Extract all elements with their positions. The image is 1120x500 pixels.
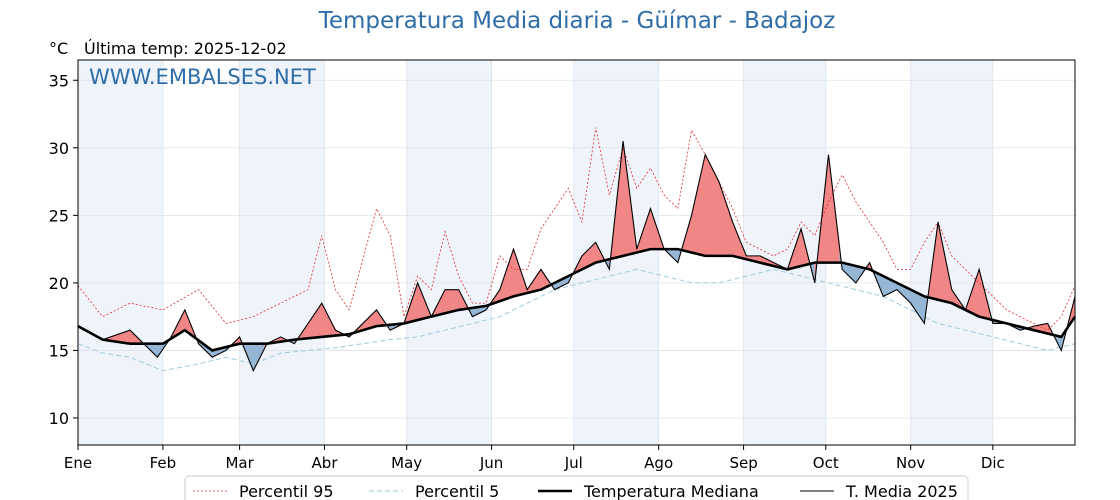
above-median-fill [609,141,665,270]
x-tick-label: Sep [729,454,757,472]
x-tick-label: Nov [896,454,925,472]
last-temp-label: Última temp: 2025-12-02 [84,39,287,58]
y-tick-label: 25 [49,206,69,225]
x-tick-label: Oct [813,454,839,472]
x-tick-label: Jun [479,454,503,472]
p95-line [77,127,1076,331]
chart-title: Temperatura Media diaria - Güímar - Bada… [318,8,836,34]
legend-label: Percentil 5 [415,482,499,500]
plot-frame [77,59,1076,446]
legend: Percentil 95 Percentil 5 Temperatura Media… [184,475,969,500]
x-tick-label: Jul [564,454,583,472]
legend-label: Temperatura Mediana [583,482,759,500]
above-median-fill [401,282,467,325]
y-unit-label: °C [49,39,69,58]
grid-lines [77,60,1075,445]
legend-box [184,475,969,500]
month-band [406,60,492,445]
below-median-fill [466,304,489,317]
month-band [910,60,993,445]
below-median-fill [839,246,865,283]
anomaly-fills [78,141,1075,371]
median-line [77,247,1077,352]
below-median-fill [242,343,265,371]
above-median-fill [297,303,344,340]
x-tick-label: Abr [312,454,339,472]
x-tick-label: Ene [64,454,92,472]
series-lines [77,127,1077,373]
watermark: WWW.EMBALSES.NET [89,65,316,89]
above-median-fill [78,326,144,344]
y-tick-label: 35 [49,71,69,90]
current-year-line [77,140,1076,373]
y-tick-label: 15 [49,341,69,360]
x-axis-ticks: Ene Feb Mar Abr May Jun Jul Ago Sep Oct Nov Dic [64,445,1005,472]
x-tick-label: Feb [150,454,177,472]
month-band [743,60,826,445]
x-tick-label: Ago [644,454,673,472]
legend-label: T. Media 2025 [845,482,958,500]
month-band [78,60,163,445]
above-median-fill [168,309,196,341]
month-band [239,60,325,445]
y-tick-label: 30 [49,139,69,158]
y-tick-label: 20 [49,274,69,293]
above-median-fill [351,309,385,335]
above-median-fill [814,154,840,283]
month-bands [78,60,993,445]
above-median-fill [680,154,810,270]
x-tick-label: Mar [225,454,254,472]
below-median-fill [195,336,229,358]
above-median-fill [264,336,287,350]
p5-line [77,268,1076,372]
legend-label: Percentil 95 [239,482,334,500]
below-median-fill [872,269,928,324]
y-tick-label: 10 [49,409,69,428]
x-tick-label: May [391,454,422,472]
above-median-fill [488,249,550,306]
above-median-fill [571,242,604,278]
y-axis-ticks: 10 15 20 25 30 35 [49,71,78,428]
x-tick-label: Dic [981,454,1005,472]
